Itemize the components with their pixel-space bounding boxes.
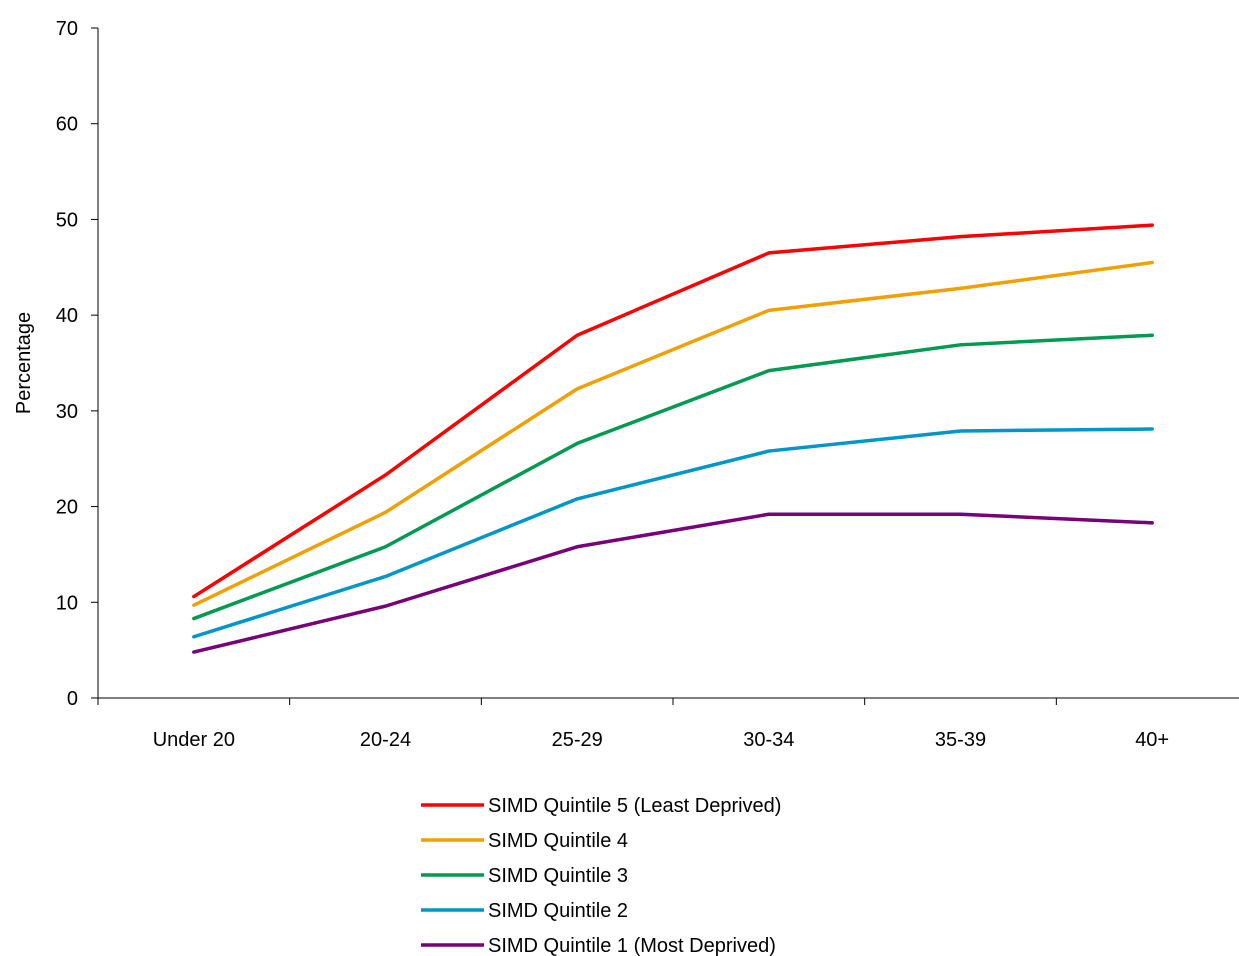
data-point bbox=[1150, 223, 1154, 227]
data-point bbox=[384, 574, 387, 578]
x-tick-label: Under 20 bbox=[153, 729, 235, 751]
data-point bbox=[384, 545, 387, 549]
data-point bbox=[1150, 261, 1154, 264]
y-tick-label: 30 bbox=[56, 401, 78, 423]
series-2 bbox=[192, 260, 1154, 607]
y-tick-label: 20 bbox=[56, 497, 78, 519]
x-tick-label: 25-29 bbox=[552, 729, 603, 751]
y-axis-title: Percentage bbox=[13, 312, 35, 414]
data-point bbox=[384, 473, 387, 477]
legend-label: SIMD Quintile 1 (Most Deprived) bbox=[488, 935, 776, 956]
legend-label: SIMD Quintile 3 bbox=[488, 865, 628, 887]
legend-item: SIMD Quintile 5 (Least Deprived) bbox=[421, 795, 781, 817]
data-point bbox=[192, 595, 196, 599]
data-point bbox=[767, 251, 771, 255]
legend: SIMD Quintile 5 (Least Deprived) SIMD Qui… bbox=[421, 795, 781, 956]
series-line bbox=[192, 427, 1154, 639]
data-point bbox=[959, 343, 962, 347]
data-point bbox=[384, 604, 387, 608]
data-point bbox=[767, 369, 771, 373]
data-point bbox=[575, 333, 579, 337]
series-4 bbox=[192, 427, 1154, 639]
data-point bbox=[1150, 333, 1154, 337]
data-point bbox=[575, 497, 579, 501]
series-3 bbox=[192, 333, 1154, 621]
x-tick-label: 35-39 bbox=[935, 729, 986, 751]
data-point bbox=[1150, 427, 1154, 431]
series-5 bbox=[192, 512, 1154, 654]
data-point bbox=[192, 617, 196, 621]
data-point bbox=[192, 603, 196, 607]
data-point bbox=[767, 308, 771, 312]
y-tick-label: 0 bbox=[67, 688, 78, 710]
x-tick-label: 20-24 bbox=[360, 729, 411, 751]
data-point bbox=[959, 512, 962, 516]
data-point bbox=[959, 429, 962, 433]
data-point bbox=[575, 387, 579, 391]
data-point bbox=[384, 510, 387, 514]
data-point bbox=[575, 441, 579, 445]
data-point bbox=[959, 286, 962, 290]
series-1 bbox=[192, 223, 1154, 599]
data-point bbox=[767, 449, 771, 453]
legend-item: SIMD Quintile 4 bbox=[421, 830, 628, 852]
series-line bbox=[192, 512, 1154, 654]
series-line bbox=[192, 223, 1154, 599]
y-tick-label: 40 bbox=[56, 305, 78, 327]
legend-label: SIMD Quintile 2 bbox=[488, 900, 628, 922]
series-line bbox=[192, 333, 1154, 621]
y-tick-label: 70 bbox=[56, 18, 78, 40]
data-point bbox=[192, 650, 196, 654]
legend-item: SIMD Quintile 3 bbox=[421, 865, 628, 887]
y-axis: 0 10 20 30 40 50 60 70 bbox=[56, 18, 99, 710]
data-point bbox=[575, 545, 579, 549]
y-tick-label: 50 bbox=[56, 209, 78, 231]
legend-item: SIMD Quintile 1 (Most Deprived) bbox=[421, 935, 776, 956]
x-tick-label: 30-34 bbox=[743, 729, 794, 751]
y-tick-label: 10 bbox=[56, 592, 78, 614]
data-point bbox=[192, 635, 196, 639]
data-point bbox=[1150, 521, 1154, 525]
data-point bbox=[767, 512, 771, 516]
legend-label: SIMD Quintile 5 (Least Deprived) bbox=[488, 795, 781, 817]
x-axis: Under 20 20-24 25-29 30-34 35-39 40+ bbox=[97, 697, 1239, 751]
x-tick-label: 40+ bbox=[1135, 729, 1169, 751]
legend-label: SIMD Quintile 4 bbox=[488, 830, 628, 852]
data-point bbox=[959, 235, 962, 239]
series-group bbox=[192, 223, 1154, 654]
series-line bbox=[192, 260, 1154, 607]
legend-item: SIMD Quintile 2 bbox=[421, 900, 628, 922]
y-tick-label: 60 bbox=[56, 114, 78, 136]
